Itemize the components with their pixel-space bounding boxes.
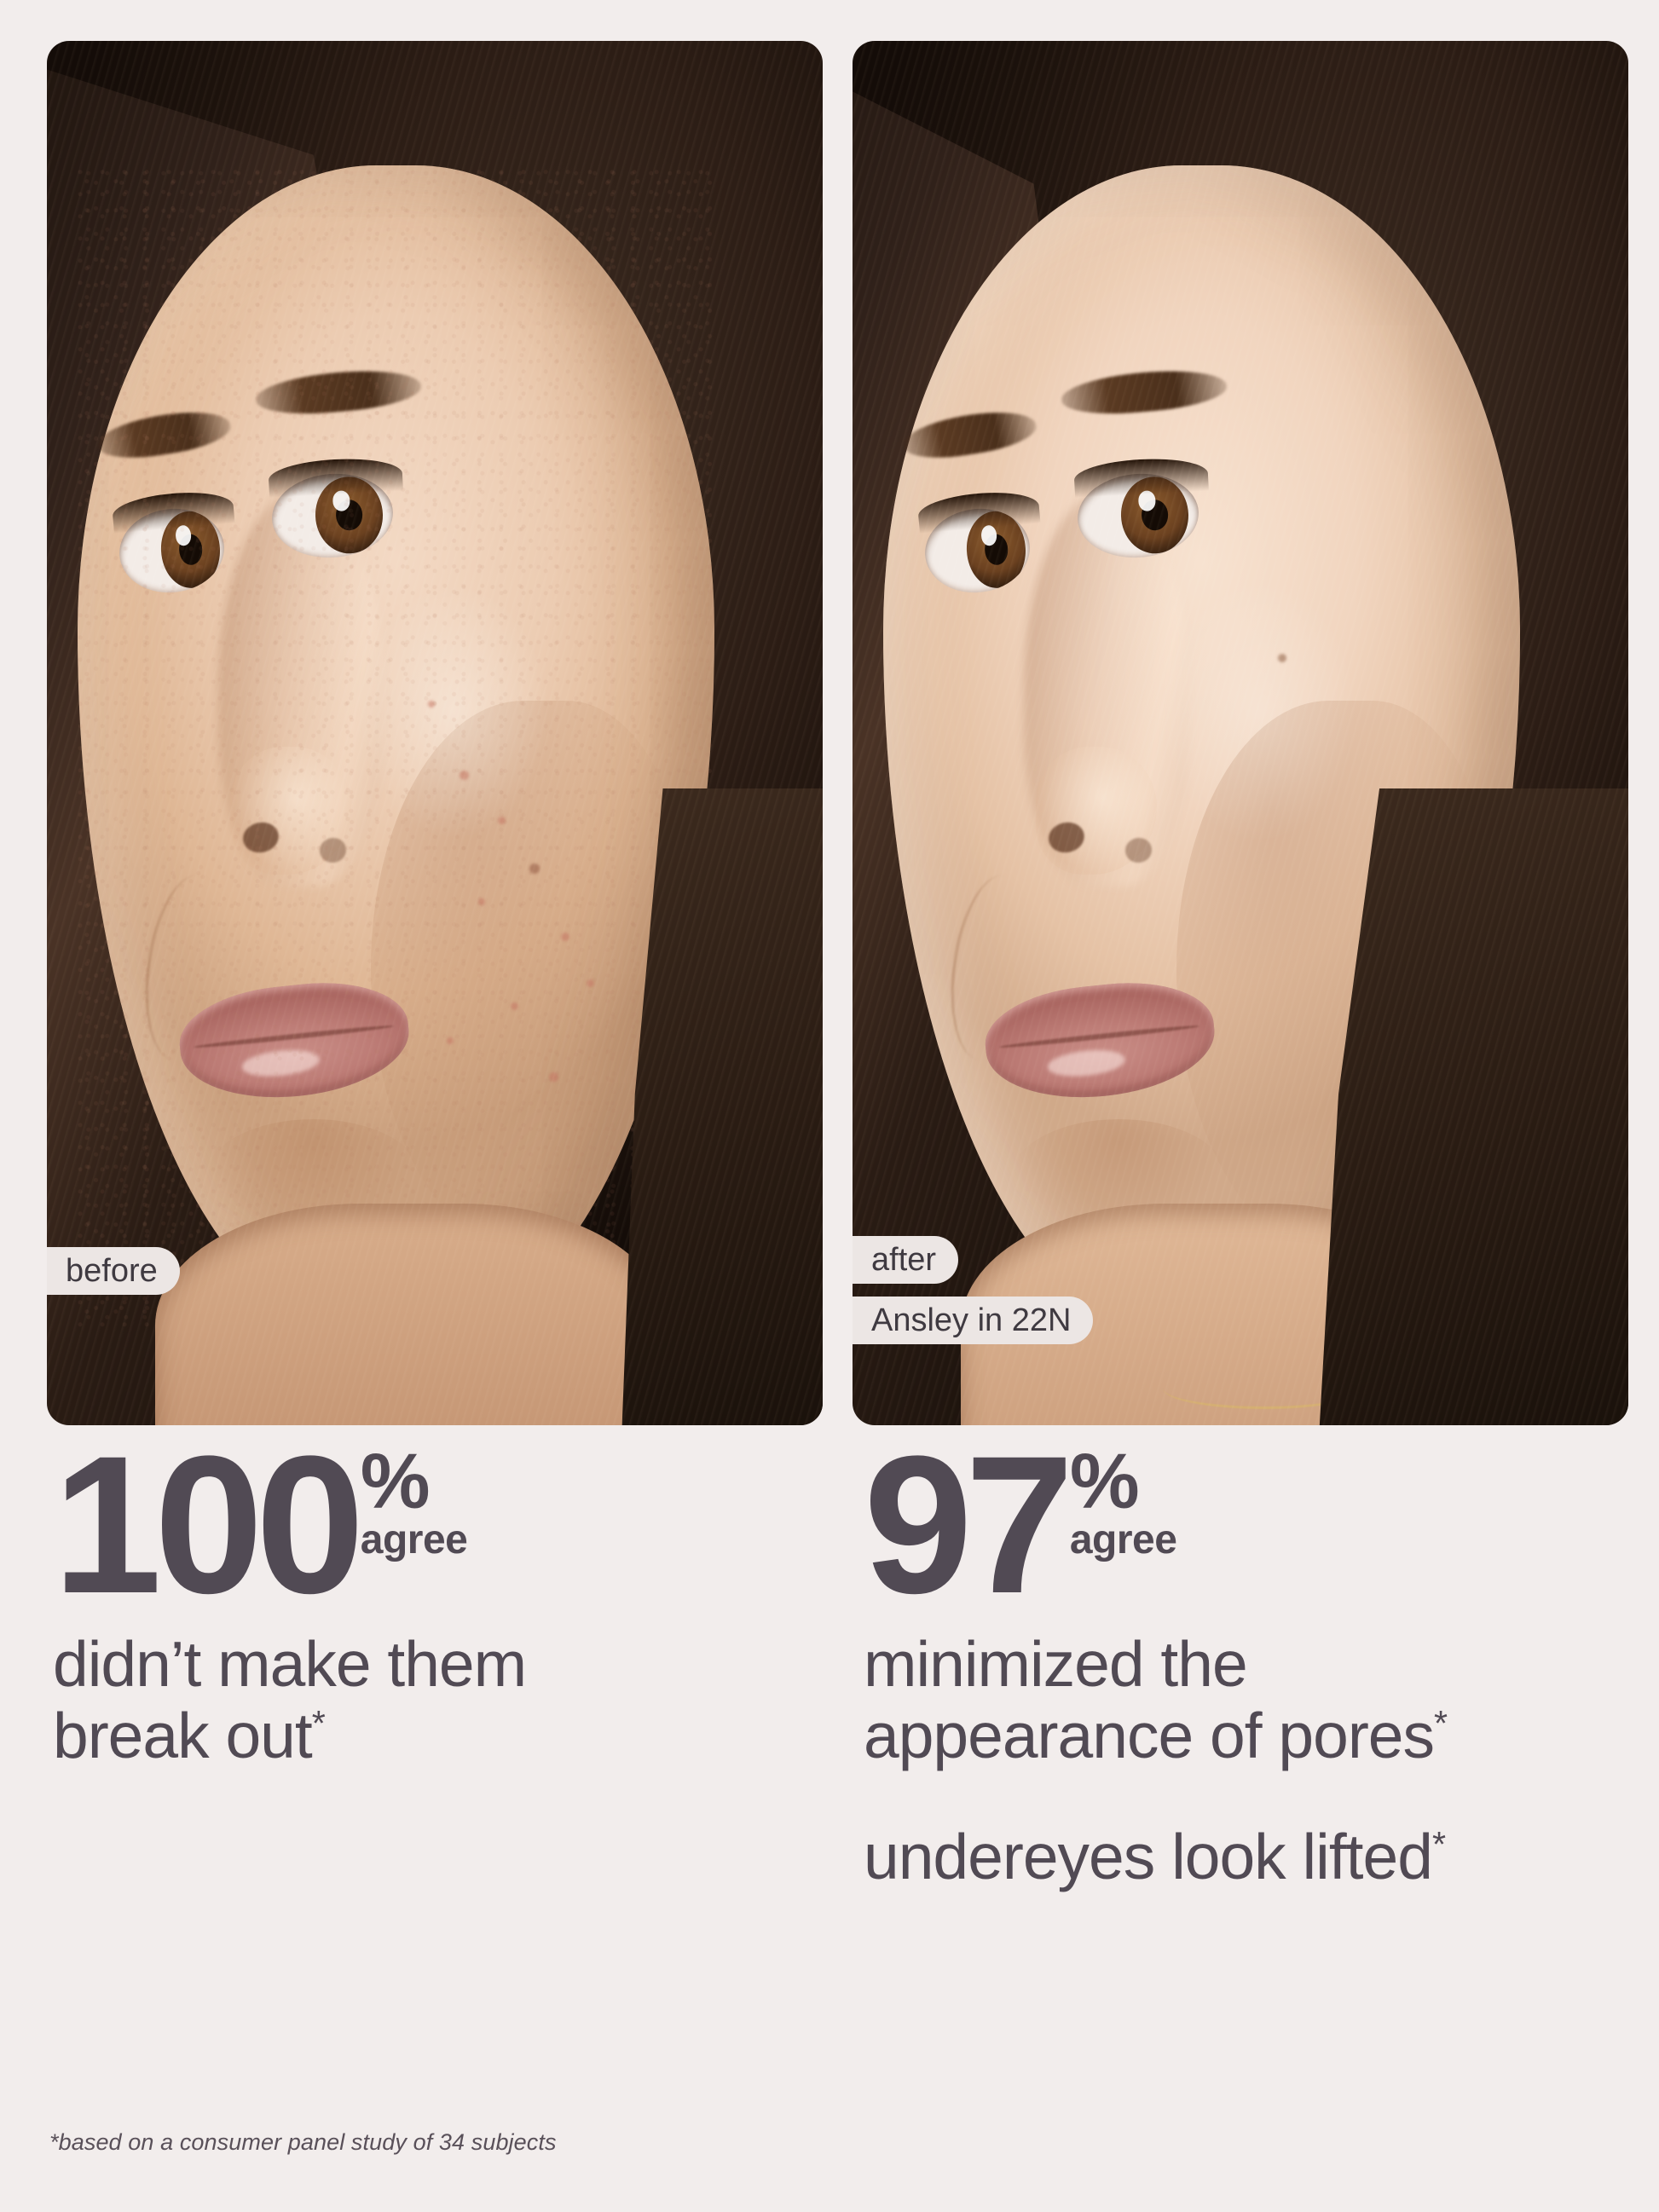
percent-symbol-left: % xyxy=(360,1438,431,1525)
study-footnote: *based on a consumer panel study of 34 s… xyxy=(49,2129,557,2155)
after-photo-panel[interactable]: after Ansley in 22N xyxy=(853,41,1628,1425)
agree-label-right: agree xyxy=(1069,1516,1177,1562)
claim-asterisk: * xyxy=(311,1703,326,1743)
hair-highlight-strands xyxy=(47,41,823,1425)
stat-claim-right-secondary: undereyes look lifted* xyxy=(864,1821,1614,1892)
stat-figure-left: 100 % agree xyxy=(53,1415,820,1634)
necklace xyxy=(1163,1367,1365,1409)
before-portrait-image xyxy=(47,41,823,1425)
skin-texture xyxy=(78,165,714,1329)
claim-2-asterisk: * xyxy=(1431,1824,1446,1864)
after-portrait-image xyxy=(853,41,1628,1425)
stat-figure-right: 97 % agree xyxy=(864,1415,1648,1634)
cheek-sheen xyxy=(1163,584,1355,840)
hair-front-strands xyxy=(621,788,823,1425)
percent-symbol-right: % xyxy=(1069,1438,1140,1525)
skin-blemishes xyxy=(78,165,714,1328)
claim-asterisk: * xyxy=(1434,1703,1448,1743)
stat-number-right: 97 xyxy=(864,1415,1074,1634)
cheek-sheen xyxy=(357,584,549,840)
nose-tip-highlight xyxy=(230,747,352,875)
claim-line-2: break out xyxy=(53,1699,313,1771)
shade-name-pill: Ansley in 22N xyxy=(853,1297,1094,1344)
stat-block-left: 100 % agree didn’t make them break out* xyxy=(53,1415,820,1771)
agree-label-left: agree xyxy=(360,1516,468,1562)
claims-section: 100 % agree didn’t make them break out* … xyxy=(0,1415,1659,1986)
stat-number-left: 100 xyxy=(53,1415,365,1634)
after-label-pill: after xyxy=(853,1236,959,1284)
stat-suffix-left: % agree xyxy=(361,1441,468,1561)
hair-front-strands xyxy=(1318,788,1628,1425)
before-label-pill: before xyxy=(47,1247,180,1295)
stat-suffix-right: % agree xyxy=(1070,1441,1177,1561)
stat-claim-right: minimized the appearance of pores* xyxy=(864,1628,1614,1771)
before-photo-panel[interactable]: before xyxy=(47,41,823,1425)
claim-line-2: appearance of pores xyxy=(864,1699,1435,1771)
claim-2-line-1: undereyes look lifted xyxy=(864,1820,1433,1892)
neck xyxy=(155,1204,668,1425)
nose-tip-highlight xyxy=(1036,747,1158,875)
claim-line-1: didn’t make them xyxy=(53,1627,527,1700)
comparison-photo-row: before xyxy=(47,41,1628,1425)
claim-line-1: minimized the xyxy=(864,1627,1248,1700)
skin-blemishes xyxy=(883,165,1519,1328)
stat-block-right: 97 % agree minimized the appearance of p… xyxy=(864,1415,1648,1892)
stat-claim-left: didn’t make them break out* xyxy=(53,1628,803,1771)
hair-highlight-strands xyxy=(853,41,1628,1425)
face-base xyxy=(78,165,714,1329)
